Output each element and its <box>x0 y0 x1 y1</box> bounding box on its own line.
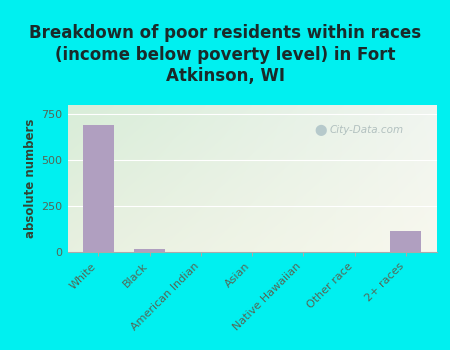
Bar <box>83 125 113 252</box>
Y-axis label: absolute numbers: absolute numbers <box>24 119 37 238</box>
Bar <box>134 249 165 252</box>
Text: Breakdown of poor residents within races
(income below poverty level) in Fort
At: Breakdown of poor residents within races… <box>29 25 421 85</box>
Text: City-Data.com: City-Data.com <box>329 125 404 135</box>
Bar <box>391 231 421 252</box>
Text: ⬤: ⬤ <box>315 124 327 135</box>
